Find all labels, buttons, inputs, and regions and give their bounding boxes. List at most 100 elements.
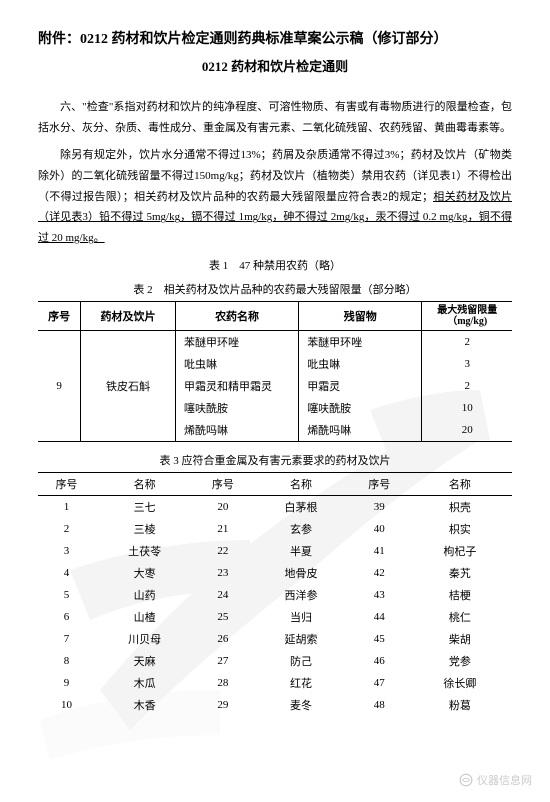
t3-row: 10木香29麦冬48粉葛 (38, 694, 512, 717)
t3-h3: 名称 (251, 473, 351, 496)
t3-cell: 41 (351, 540, 408, 562)
t3-cell: 土茯苓 (95, 540, 195, 562)
t3-cell: 7 (38, 628, 95, 650)
t3-cell: 6 (38, 606, 95, 628)
t3-cell: 山楂 (95, 606, 195, 628)
t3-cell: 党参 (408, 650, 512, 672)
t2-name: 甲霜灵和精甲霜灵 (175, 375, 298, 397)
t3-cell: 白茅根 (251, 496, 351, 519)
t3-row: 5山药24西洋参43桔梗 (38, 584, 512, 606)
t3-cell: 39 (351, 496, 408, 519)
t3-cell: 27 (194, 650, 251, 672)
t3-cell: 枳壳 (408, 496, 512, 519)
t2-residue: 甲霜灵 (299, 375, 422, 397)
t3-row: 6山楂25当归44桃仁 (38, 606, 512, 628)
t3-cell: 28 (194, 672, 251, 694)
t2-residue: 吡虫啉 (299, 353, 422, 375)
t2-residue: 噻呋酰胺 (299, 397, 422, 419)
title-sub: 0212 药材和饮片检定通则 (38, 56, 512, 75)
t3-cell: 西洋参 (251, 584, 351, 606)
t3-cell: 47 (351, 672, 408, 694)
caption-table2: 表 2 相关药材及饮片品种的农药最大残留限量（部分略） (38, 281, 512, 297)
title-main: 附件：0212 药材和饮片检定通则药典标准草案公示稿（修订部分） (38, 28, 512, 48)
t2-name: 苯醚甲环唑 (175, 331, 298, 354)
t3-h2: 序号 (194, 473, 251, 496)
t3-row: 8天麻27防己46党参 (38, 650, 512, 672)
t2-name: 吡虫啉 (175, 353, 298, 375)
footer-watermark-text: 仪器信息网 (477, 772, 532, 788)
t3-row: 3土茯苓22半夏41枸杞子 (38, 540, 512, 562)
t2-limit: 2 (422, 331, 512, 354)
t2-limit: 3 (422, 353, 512, 375)
t3-cell: 木瓜 (95, 672, 195, 694)
t3-row: 4大枣23地骨皮42秦艽 (38, 562, 512, 584)
t3-h0: 序号 (38, 473, 95, 496)
t2-residue: 烯酰吗啉 (299, 419, 422, 442)
t3-h5: 名称 (408, 473, 512, 496)
t3-cell: 2 (38, 518, 95, 540)
t3-cell: 枸杞子 (408, 540, 512, 562)
t3-cell: 延胡索 (251, 628, 351, 650)
t3-cell: 川贝母 (95, 628, 195, 650)
t3-h4: 序号 (351, 473, 408, 496)
t3-cell: 玄参 (251, 518, 351, 540)
t3-cell: 44 (351, 606, 408, 628)
t3-cell: 29 (194, 694, 251, 717)
t2-row: 9铁皮石斛苯醚甲环唑苯醚甲环唑2 (38, 331, 512, 354)
t3-cell: 3 (38, 540, 95, 562)
t3-row: 9木瓜28红花47徐长卿 (38, 672, 512, 694)
t2-material: 铁皮石斛 (81, 331, 176, 442)
t3-cell: 粉葛 (408, 694, 512, 717)
t2-seq: 9 (38, 331, 81, 442)
t3-cell: 木香 (95, 694, 195, 717)
t3-cell: 42 (351, 562, 408, 584)
t2-h0: 序号 (38, 302, 81, 331)
t3-row: 2三棱21玄参40枳实 (38, 518, 512, 540)
t3-cell: 枳实 (408, 518, 512, 540)
t3-cell: 46 (351, 650, 408, 672)
t3-cell: 24 (194, 584, 251, 606)
paragraph-1: 六、"检查"系指对药材和饮片的纯净程度、可溶性物质、有害或有毒物质进行的限量检查… (38, 97, 512, 139)
paragraph-2: 除另有规定外，饮片水分通常不得过13%；药屑及杂质通常不得过3%；药材及饮片（矿… (38, 145, 512, 249)
t3-cell: 大枣 (95, 562, 195, 584)
t3-cell: 25 (194, 606, 251, 628)
t3-cell: 防己 (251, 650, 351, 672)
t3-cell: 麦冬 (251, 694, 351, 717)
t3-cell: 秦艽 (408, 562, 512, 584)
t2-residue: 苯醚甲环唑 (299, 331, 422, 354)
t2-name: 噻呋酰胺 (175, 397, 298, 419)
t3-cell: 桔梗 (408, 584, 512, 606)
t3-cell: 天麻 (95, 650, 195, 672)
t3-cell: 徐长卿 (408, 672, 512, 694)
t3-cell: 半夏 (251, 540, 351, 562)
t3-cell: 20 (194, 496, 251, 519)
t3-cell: 22 (194, 540, 251, 562)
t3-cell: 43 (351, 584, 408, 606)
t3-cell: 8 (38, 650, 95, 672)
t3-cell: 桃仁 (408, 606, 512, 628)
t3-cell: 21 (194, 518, 251, 540)
caption-table3: 表 3 应符合重金属及有害元素要求的药材及饮片 (38, 452, 512, 468)
caption-table1: 表 1 47 种禁用农药（略） (38, 257, 512, 273)
document-page: 附件：0212 药材和饮片检定通则药典标准草案公示稿（修订部分） 0212 药材… (0, 0, 550, 717)
t3-cell: 4 (38, 562, 95, 584)
t2-h3: 残留物 (299, 302, 422, 331)
footer-watermark: 仪器信息网 (459, 772, 532, 788)
table-3: 序号 名称 序号 名称 序号 名称 1三七20白茅根39枳壳2三棱21玄参40枳… (38, 472, 512, 717)
t3-cell: 山药 (95, 584, 195, 606)
t3-cell: 5 (38, 584, 95, 606)
t3-cell: 红花 (251, 672, 351, 694)
t2-name: 烯酰吗啉 (175, 419, 298, 442)
t3-cell: 48 (351, 694, 408, 717)
t3-cell: 9 (38, 672, 95, 694)
t3-row: 1三七20白茅根39枳壳 (38, 496, 512, 519)
t3-cell: 柴胡 (408, 628, 512, 650)
t3-cell: 10 (38, 694, 95, 717)
t3-cell: 26 (194, 628, 251, 650)
t2-limit: 2 (422, 375, 512, 397)
t3-cell: 1 (38, 496, 95, 519)
t2-h2: 农药名称 (175, 302, 298, 331)
t3-cell: 当归 (251, 606, 351, 628)
t2-limit: 20 (422, 419, 512, 442)
table-2: 序号 药材及饮片 农药名称 残留物 最大残留限量（mg/kg) 9铁皮石斛苯醚甲… (38, 301, 512, 442)
